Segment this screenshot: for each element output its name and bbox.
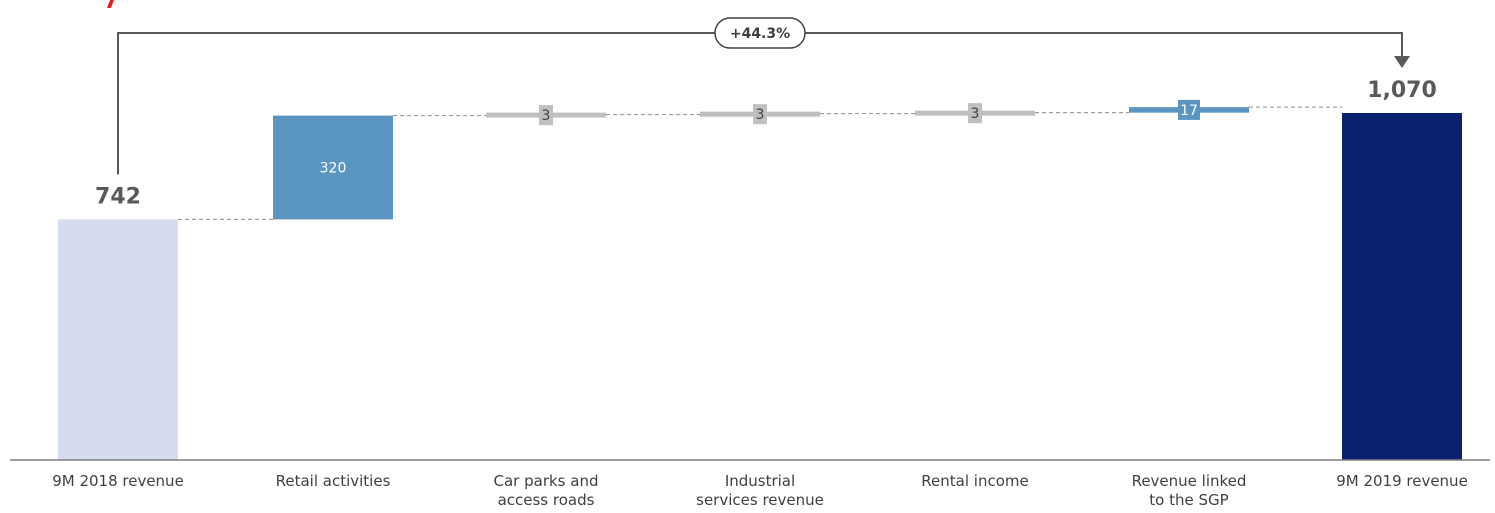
- category-label-4: Rental income: [921, 472, 1028, 490]
- category-label-6: 9M 2019 revenue: [1336, 472, 1468, 490]
- growth-arrowhead: [1394, 56, 1410, 68]
- chart-marks: [10, 0, 1490, 461]
- value-label-5: 17: [1180, 103, 1198, 119]
- category-label-5: Revenue linked to the SGP: [1132, 472, 1247, 509]
- bar-6: [1342, 113, 1462, 460]
- category-label-0: 9M 2018 revenue: [52, 472, 184, 490]
- category-label-line: 9M 2018 revenue: [52, 472, 184, 490]
- category-label-line: access roads: [498, 491, 595, 509]
- category-label-line: Car parks and: [494, 472, 599, 490]
- category-label-line: Industrial: [725, 472, 795, 490]
- value-label-2: 3: [542, 108, 551, 124]
- category-label-line: 9M 2019 revenue: [1336, 472, 1468, 490]
- category-label-2: Car parks and access roads: [494, 472, 599, 509]
- value-label-4: 3: [971, 106, 980, 122]
- category-label-line: to the SGP: [1149, 491, 1228, 509]
- value-label-box-2: [539, 105, 553, 126]
- category-label-3: Industrial services revenue: [696, 472, 824, 509]
- category-label-1: Retail activities: [276, 472, 391, 490]
- value-label-1: 320: [320, 160, 347, 176]
- bar-1: [273, 115, 393, 220]
- chart-labels: 742 320 3 3 3 17 1,070 9M 2018 revenue Retail ac…: [52, 26, 1468, 509]
- category-label-line: services revenue: [696, 491, 824, 509]
- value-label-box-4: [968, 103, 982, 124]
- growth-label: +44.3%: [730, 26, 790, 42]
- value-label-3: 3: [756, 107, 765, 123]
- value-label-box-5: [1178, 99, 1200, 120]
- bar-0: [58, 219, 178, 460]
- accent-mark: [107, 0, 114, 8]
- value-label-box-3: [753, 104, 767, 125]
- category-label-line: Retail activities: [276, 472, 391, 490]
- total-label-6: 1,070: [1367, 78, 1437, 103]
- category-label-line: Rental income: [921, 472, 1028, 490]
- category-label-line: Revenue linked: [1132, 472, 1247, 490]
- growth-badge: [714, 17, 806, 49]
- total-label-0: 742: [95, 184, 141, 209]
